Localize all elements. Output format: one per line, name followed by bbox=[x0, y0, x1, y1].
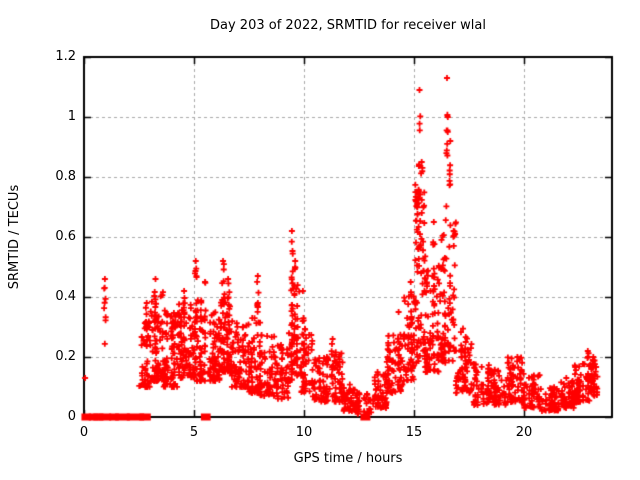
y-tick-label: 0.8 bbox=[55, 169, 76, 184]
y-tick-label: 0.4 bbox=[55, 289, 76, 304]
chart-title: Day 203 of 2022, SRMTID for receiver wla… bbox=[210, 18, 486, 33]
x-tick-label: 10 bbox=[295, 425, 313, 440]
x-tick-label: 20 bbox=[515, 425, 533, 440]
x-tick-label: 5 bbox=[189, 425, 199, 440]
y-tick-label: 1.2 bbox=[55, 49, 76, 64]
x-tick-label: 0 bbox=[79, 425, 89, 440]
x-tick-label: 15 bbox=[405, 425, 423, 440]
y-tick-label: 1 bbox=[67, 109, 76, 124]
y-tick-label: 0.2 bbox=[55, 349, 76, 364]
x-axis-label: GPS time / hours bbox=[293, 451, 403, 466]
y-tick-label: 0.6 bbox=[55, 229, 76, 244]
y-tick-label: 0 bbox=[67, 409, 76, 424]
